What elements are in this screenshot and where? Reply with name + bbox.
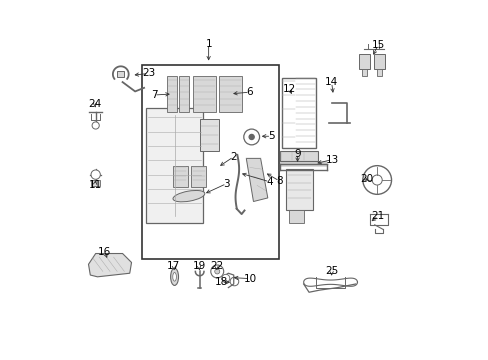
Circle shape — [210, 265, 223, 278]
Bar — [358, 54, 369, 69]
Bar — [142, 65, 278, 259]
Polygon shape — [88, 253, 131, 277]
Ellipse shape — [172, 273, 176, 281]
Text: 13: 13 — [325, 154, 338, 165]
Circle shape — [230, 277, 238, 286]
Text: 12: 12 — [282, 84, 295, 94]
Text: 16: 16 — [98, 247, 111, 257]
Bar — [167, 76, 177, 112]
Circle shape — [92, 122, 99, 129]
Bar — [373, 54, 384, 69]
Text: 21: 21 — [371, 211, 384, 221]
Text: 18: 18 — [214, 277, 227, 287]
Text: 1: 1 — [205, 39, 211, 49]
Bar — [376, 69, 381, 76]
Text: 10: 10 — [243, 274, 256, 284]
Text: 15: 15 — [371, 40, 384, 50]
Bar — [285, 169, 312, 211]
Text: 11: 11 — [88, 180, 102, 190]
Bar — [191, 166, 206, 187]
Text: 3: 3 — [223, 179, 229, 189]
Text: 14: 14 — [325, 77, 338, 87]
Bar — [361, 69, 366, 76]
Circle shape — [91, 170, 100, 179]
Text: 2: 2 — [230, 152, 237, 162]
Text: 7: 7 — [150, 90, 157, 100]
Bar — [280, 151, 317, 161]
Text: 5: 5 — [267, 131, 274, 141]
Text: 8: 8 — [276, 176, 283, 186]
Bar — [91, 180, 100, 186]
Text: 23: 23 — [142, 68, 155, 78]
Text: 25: 25 — [325, 266, 338, 276]
Bar — [199, 119, 219, 151]
Bar — [282, 78, 316, 148]
Text: 9: 9 — [294, 149, 300, 159]
Bar — [218, 76, 242, 112]
Ellipse shape — [170, 268, 178, 285]
Text: 19: 19 — [192, 261, 205, 271]
Bar — [117, 71, 124, 77]
Circle shape — [249, 134, 254, 139]
Circle shape — [362, 166, 391, 194]
Circle shape — [222, 274, 229, 282]
Circle shape — [371, 175, 382, 185]
Text: 17: 17 — [167, 261, 180, 271]
Bar — [192, 76, 215, 112]
Text: 22: 22 — [209, 261, 223, 271]
Text: 4: 4 — [266, 177, 272, 187]
Bar — [289, 211, 303, 223]
Circle shape — [214, 269, 219, 274]
Polygon shape — [246, 158, 267, 202]
Bar — [172, 166, 187, 187]
Text: 20: 20 — [359, 174, 372, 184]
FancyBboxPatch shape — [145, 108, 203, 223]
Text: 24: 24 — [88, 99, 102, 109]
Ellipse shape — [173, 190, 204, 202]
Circle shape — [244, 129, 259, 145]
Bar — [179, 76, 189, 112]
Text: 6: 6 — [246, 87, 253, 97]
